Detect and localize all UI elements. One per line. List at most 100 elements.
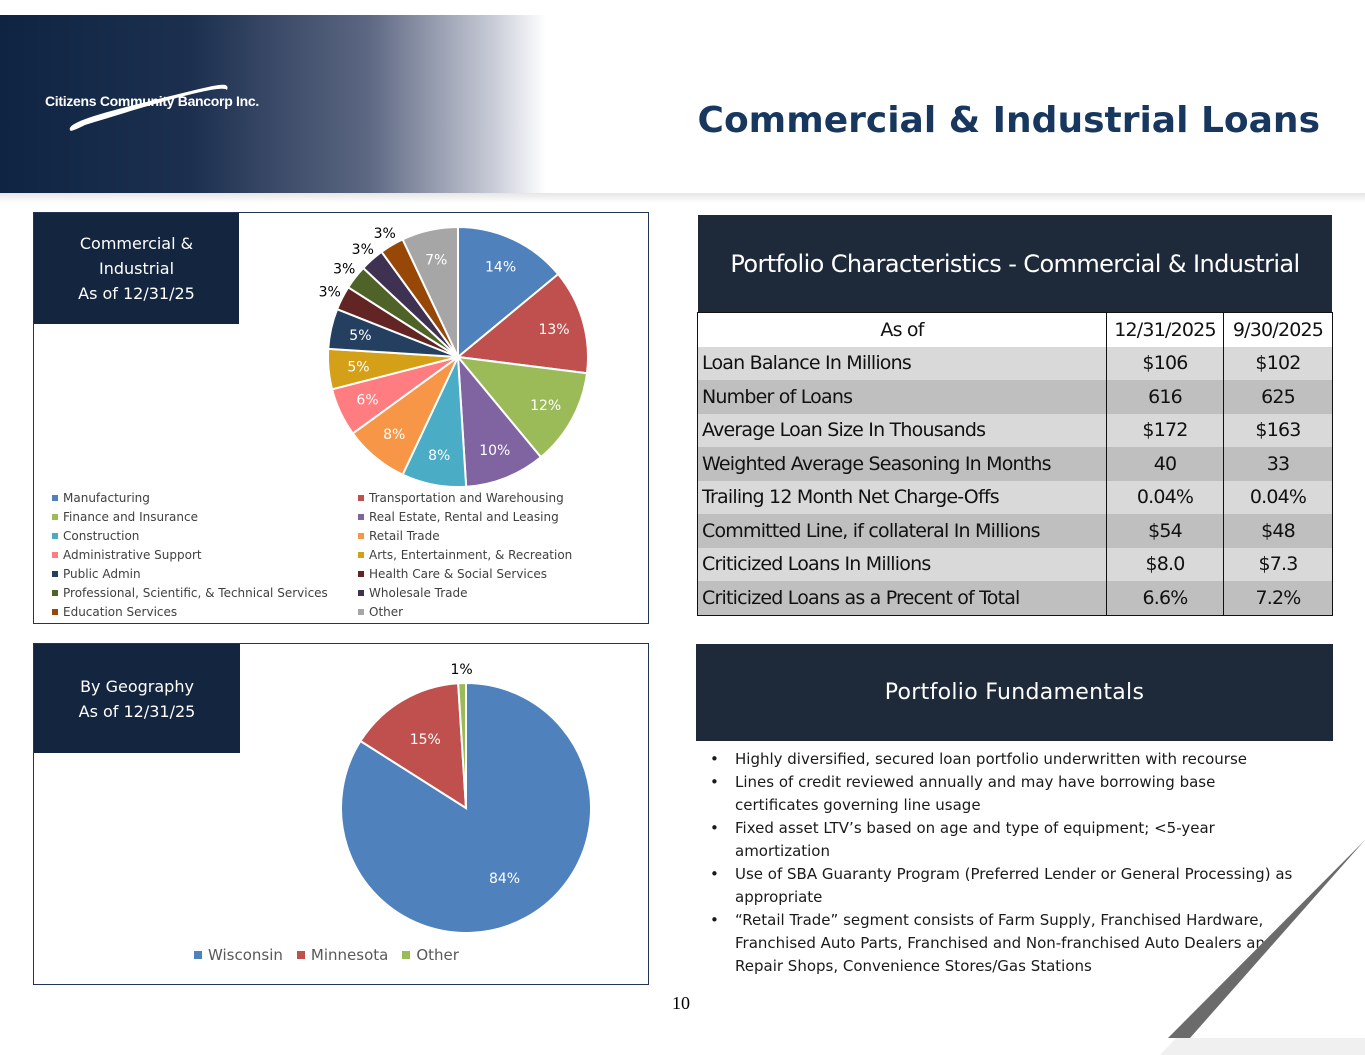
table-row: Criticized Loans as a Precent of Total 6.… bbox=[697, 581, 1333, 615]
column-header: As of bbox=[697, 312, 1107, 347]
row-value: 33 bbox=[1223, 447, 1333, 481]
column-header: 12/31/2025 bbox=[1106, 312, 1224, 347]
legend-label: Other bbox=[416, 946, 459, 964]
legend-swatch bbox=[358, 590, 364, 596]
legend-item: Real Estate, Rental and Leasing bbox=[358, 510, 559, 524]
legend-item: Public Admin bbox=[52, 567, 141, 581]
legend-label: Retail Trade bbox=[369, 529, 440, 543]
legend-label: Wisconsin bbox=[208, 946, 283, 964]
pie-slice bbox=[455, 272, 589, 375]
legend-swatch bbox=[194, 951, 202, 959]
row-value: $163 bbox=[1223, 413, 1333, 447]
row-value: 0.04% bbox=[1223, 480, 1333, 514]
legend-label: Education Services bbox=[63, 605, 178, 619]
row-value: 40 bbox=[1106, 447, 1224, 481]
pie-slice bbox=[457, 681, 467, 809]
list-item: Highly diversified, secured loan portfol… bbox=[710, 748, 1300, 771]
data-label: 1% bbox=[451, 662, 473, 678]
legend-item: Finance and Insurance bbox=[52, 510, 198, 524]
brand-logo-text: Citizens Community Bancorp Inc. bbox=[45, 93, 259, 109]
legend-swatch bbox=[358, 552, 364, 558]
data-label: 8% bbox=[428, 448, 450, 464]
legend-label: Administrative Support bbox=[63, 548, 202, 562]
legend-item: Administrative Support bbox=[52, 548, 202, 562]
row-value: 6.6% bbox=[1106, 581, 1224, 615]
table-row: Criticized Loans In Millions $8.0 $7.3 bbox=[697, 547, 1333, 581]
row-value: $54 bbox=[1106, 514, 1224, 548]
row-value: 616 bbox=[1106, 380, 1224, 414]
legend-label: Health Care & Social Services bbox=[369, 567, 547, 581]
pie-slice bbox=[359, 682, 468, 810]
legend-item: Manufacturing bbox=[52, 491, 150, 505]
page-title: Commercial & Industrial Loans bbox=[697, 100, 1320, 141]
legend-swatch bbox=[358, 495, 364, 501]
row-value: $106 bbox=[1106, 346, 1224, 380]
legend-swatch bbox=[358, 571, 364, 577]
row-value: $172 bbox=[1106, 413, 1224, 447]
legend-item: Other bbox=[358, 605, 403, 619]
page-curl-decoration bbox=[1160, 840, 1365, 1055]
header-divider bbox=[0, 193, 1365, 203]
fundamentals-list: Highly diversified, secured loan portfol… bbox=[710, 748, 1300, 978]
list-item: Lines of credit reviewed annually and ma… bbox=[710, 771, 1300, 817]
legend-item: Education Services bbox=[52, 605, 177, 619]
legend-swatch bbox=[402, 951, 411, 959]
geography-legend: Wisconsin Minnesota Other bbox=[194, 946, 459, 964]
table-header-row: As of 12/31/2025 9/30/2025 bbox=[697, 312, 1333, 347]
legend-swatch bbox=[52, 552, 58, 558]
data-label: 3% bbox=[319, 285, 341, 301]
table-row: Trailing 12 Month Net Charge-Offs 0.04% 0.… bbox=[697, 480, 1333, 514]
geography-pie-chart: 84% 15% 1% bbox=[340, 662, 592, 934]
industry-label-line: Industrial bbox=[98, 259, 175, 278]
pie-slice bbox=[457, 225, 560, 360]
row-value: $8.0 bbox=[1106, 547, 1224, 581]
legend-label: Arts, Entertainment, & Recreation bbox=[369, 548, 573, 562]
list-item: “Retail Trade” segment consists of Farm … bbox=[710, 909, 1300, 978]
data-label: 5% bbox=[347, 359, 369, 375]
row-label: Number of Loans bbox=[697, 380, 1107, 414]
row-value: 0.04% bbox=[1106, 480, 1224, 514]
legend-item: Health Care & Social Services bbox=[358, 567, 547, 581]
geography-label-line: As of 12/31/25 bbox=[78, 701, 196, 721]
row-value: $102 bbox=[1223, 346, 1333, 380]
data-label: 3% bbox=[352, 242, 374, 258]
geography-panel-label: By Geography As of 12/31/25 bbox=[34, 644, 240, 753]
legend-item: Professional, Scientific, & Technical Se… bbox=[52, 586, 328, 600]
row-value: $7.3 bbox=[1223, 547, 1333, 581]
industry-chart-panel: Commercial & Industrial As of 12/31/25 1… bbox=[33, 212, 649, 624]
legend-swatch bbox=[358, 609, 364, 615]
data-label: 3% bbox=[374, 226, 396, 242]
legend-label: Public Admin bbox=[63, 567, 141, 581]
geography-label-line: By Geography bbox=[80, 676, 194, 696]
portfolio-characteristics-title: Portfolio Characteristics - Commercial &… bbox=[698, 215, 1332, 312]
legend-swatch bbox=[52, 495, 58, 501]
data-label: 3% bbox=[333, 262, 355, 278]
portfolio-fundamentals-title: Portfolio Fundamentals bbox=[696, 644, 1333, 741]
table-row: Committed Line, if collateral In Million… bbox=[697, 514, 1333, 548]
legend-label: Wholesale Trade bbox=[369, 586, 468, 600]
table-row: Weighted Average Seasoning In Months 40 33 bbox=[697, 447, 1333, 481]
legend-swatch bbox=[358, 533, 364, 539]
legend-label: Minnesota bbox=[310, 946, 389, 964]
legend-swatch bbox=[52, 609, 58, 615]
row-value: $48 bbox=[1223, 514, 1333, 548]
data-label: 15% bbox=[410, 732, 441, 748]
industry-pie-chart: 14%13%12%10%8%8%6%5%5%3%3%3%3%7% bbox=[319, 225, 589, 488]
legend-label: Professional, Scientific, & Technical Se… bbox=[63, 586, 328, 600]
pie-slice bbox=[455, 355, 589, 459]
legend-item: Arts, Entertainment, & Recreation bbox=[358, 548, 572, 562]
data-label: 84% bbox=[489, 871, 520, 887]
row-value: 625 bbox=[1223, 380, 1333, 414]
row-label: Weighted Average Seasoning In Months bbox=[697, 447, 1107, 481]
legend-swatch bbox=[296, 951, 305, 959]
data-label: 10% bbox=[479, 443, 510, 459]
legend-label: Real Estate, Rental and Leasing bbox=[369, 510, 559, 524]
legend-item: Wholesale Trade bbox=[358, 586, 468, 600]
logo-swoosh-icon bbox=[69, 84, 228, 131]
data-label: 12% bbox=[530, 398, 561, 414]
legend-label: Construction bbox=[63, 529, 140, 543]
legend-swatch bbox=[52, 514, 58, 520]
portfolio-table: As of 12/31/2025 9/30/2025 Loan Balance … bbox=[697, 312, 1333, 616]
pie-slice bbox=[456, 353, 543, 488]
page-number: 10 bbox=[672, 993, 690, 1013]
